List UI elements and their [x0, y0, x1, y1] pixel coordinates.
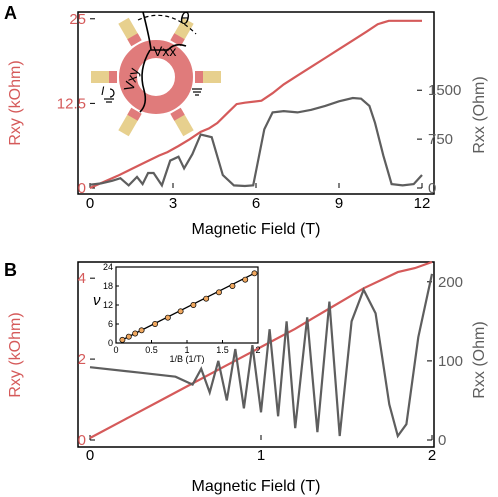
ring-sample [119, 40, 193, 114]
inset-xtick-label: 2 [255, 345, 260, 355]
panel-label-a: A [4, 3, 17, 23]
vxx-probe-wire [142, 11, 187, 51]
current-source-icon [109, 88, 115, 98]
inset-data-point [177, 308, 184, 315]
panel-a-ylabel-left: Rxy (kOhm) [7, 60, 24, 145]
inset-xtick-label: 0 [113, 345, 118, 355]
inset-data-point [132, 330, 139, 337]
panel-a-ytick-right-label: 1500 [428, 82, 461, 99]
inset-ytick-label: 18 [103, 281, 113, 291]
panel-a-xtick-label: 6 [252, 195, 260, 212]
panel-b-ytick-right-label: 100 [438, 353, 463, 370]
vxx-label: Vxx [153, 43, 176, 59]
inset-data-point [138, 327, 145, 334]
panel-a-xlabel: Magnetic Field (T) [192, 221, 321, 238]
contact-pads [91, 17, 221, 137]
inset-data-point [251, 270, 258, 277]
inset-xlabel: 1/B (1/T) [169, 354, 204, 364]
panel-b-rxx-line [89, 273, 434, 439]
inset-data-point [190, 302, 197, 308]
panel-a-chart: 0 3 6 9 12 0 12.5 25 0 750 1500 Magnetic Field (… [7, 11, 488, 238]
inset-xtick-label: 1 [184, 345, 189, 355]
panel-label-b: B [4, 260, 17, 280]
inset-ytick-label: 0 [108, 338, 113, 348]
panel-a-rxy-line [89, 19, 422, 190]
inset-ylabel: ν [93, 292, 101, 309]
panel-a-xtick-label: 0 [86, 195, 94, 212]
panel-b-frame [77, 261, 435, 448]
inset-data-point [242, 276, 249, 283]
panel-a-xtick-label: 12 [414, 195, 431, 212]
panel-b-ytick-left-label: 2 [78, 351, 86, 368]
angle-arc [137, 14, 197, 35]
vxy-probe-wire [139, 49, 151, 113]
panel-b-xtick-label: 0 [86, 447, 94, 464]
panel-b-xtick-label: 1 [257, 447, 265, 464]
panel-a-ytick-left-label: 12.5 [57, 95, 86, 112]
panel-a-frame [77, 11, 435, 195]
angle-label: θ [180, 9, 190, 28]
panel-b-inset: 0 0.5 1 1.5 2 0 6 12 18 24 1/B (1/T) ν [93, 262, 261, 364]
vxy-label: Vxy [120, 66, 141, 93]
panel-a-rxx-line [89, 96, 423, 188]
inset-data-point [164, 314, 171, 321]
panel-b-ytick-right-label: 200 [438, 274, 463, 291]
panel-b-ytick-left-label: 4 [78, 270, 86, 287]
inset-data-point [119, 336, 126, 343]
panel-b-ytick-right-label: 0 [438, 432, 446, 449]
panel-a-ytick-right-label: 750 [428, 131, 453, 148]
panel-b-xlabel: Magnetic Field (T) [192, 478, 321, 495]
inset-data-point [152, 321, 158, 327]
panel-a-ylabel-right: Rxx (Ohm) [471, 76, 488, 153]
panel-a-ytick-right-label: 0 [428, 180, 436, 197]
inset-ytick-label: 24 [103, 262, 113, 272]
panel-b-xtick-label: 2 [428, 447, 436, 464]
panel-b-rxy-line [89, 260, 433, 439]
current-label: I [101, 84, 105, 98]
panel-a-ytick-left-label: 0 [78, 180, 86, 197]
panel-b-ylabel-right: Rxx (Ohm) [471, 321, 488, 398]
inset-ytick-label: 12 [103, 300, 113, 310]
panel-b-ylabel-left: Rxy (kOhm) [7, 312, 24, 397]
panel-a-ytick-left-label: 25 [69, 11, 86, 28]
inset-xtick-label: 1.5 [216, 345, 229, 355]
inset-xtick-label: 0.5 [145, 345, 158, 355]
panel-b-ytick-left-label: 0 [78, 432, 86, 449]
inset-data-point [229, 283, 236, 289]
panel-a-xtick-label: 9 [335, 195, 343, 212]
inset-ytick-label: 6 [108, 319, 113, 329]
inset-data-point [203, 295, 210, 302]
device-schematic: θ Vxx Vxy I [91, 9, 221, 137]
inset-data-point [215, 289, 222, 296]
panel-a-xtick-label: 3 [169, 195, 177, 212]
inset-data-point [125, 333, 132, 340]
ground-icon [104, 88, 202, 103]
